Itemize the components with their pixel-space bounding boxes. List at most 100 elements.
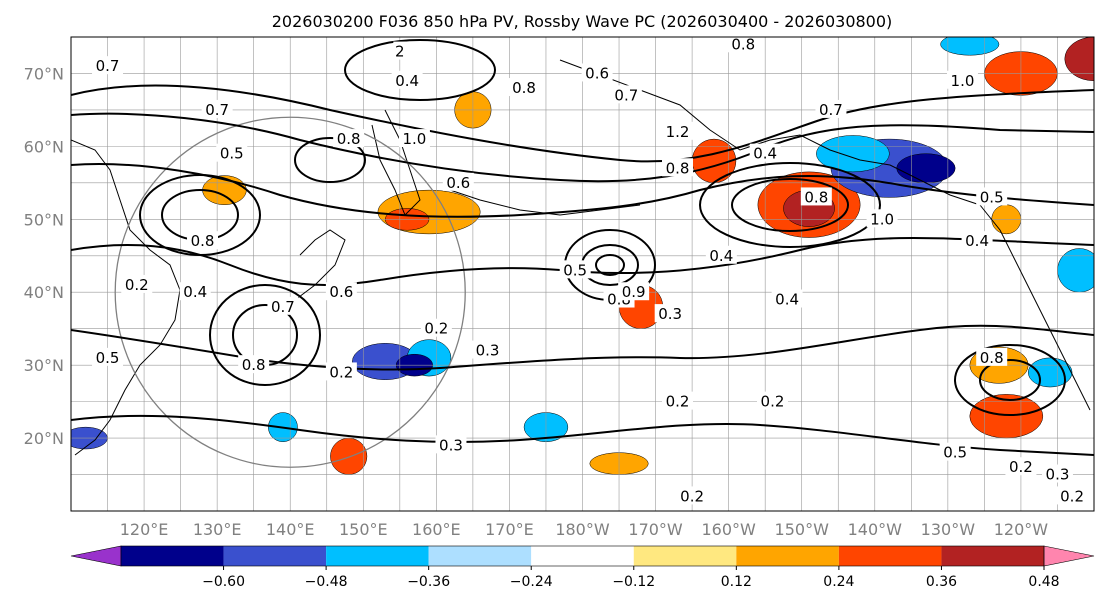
map-area: 0.7 2 0.4 0.8 0.6 0.8 0.7 1.0 0.7 0.7 1.2 0.8 1.0 0.5… <box>71 37 1094 511</box>
contour-label-bg <box>420 318 452 337</box>
contour-label: 0.7 <box>614 86 638 104</box>
colorbar-segment <box>326 546 429 566</box>
colorbar-segment <box>428 546 532 566</box>
contour-label: 1.0 <box>951 72 975 90</box>
contour-label: 0.4 <box>709 247 733 265</box>
colorbar-tick-label: −0.24 <box>510 574 553 590</box>
lon-tick-label: 120°W <box>994 520 1049 539</box>
contour-label-bg <box>676 486 708 505</box>
contour-label: 1.0 <box>403 130 427 148</box>
contour-label: 0.4 <box>753 145 777 163</box>
contour-label-bg <box>939 442 971 461</box>
contour-label-bg <box>187 231 219 250</box>
contour-label-bg <box>325 362 357 381</box>
contour-label-bg <box>179 282 211 301</box>
contour-label: 0.2 <box>329 363 353 381</box>
contour-label-bg <box>435 435 467 454</box>
contour-label: 0.2 <box>666 393 690 411</box>
contour-label-bg <box>976 187 1008 206</box>
pv-contour <box>979 359 1041 401</box>
contour-label: 0.5 <box>980 188 1004 206</box>
colorbar-tick-label: −0.48 <box>305 574 348 590</box>
contour-label: 0.8 <box>980 349 1004 367</box>
coastline-north-america <box>979 204 1091 411</box>
contour-label: 0.6 <box>585 64 609 82</box>
pv-contour <box>731 178 849 232</box>
lon-tick-label: 120°E <box>120 520 169 539</box>
contour-label-bg <box>559 260 591 279</box>
colorbar-tick-label: 0.48 <box>1028 574 1059 590</box>
contour-label-bg <box>800 187 832 206</box>
contour-label: 0.8 <box>512 79 536 97</box>
contour-label-bg <box>771 289 803 308</box>
contour-label: 0.4 <box>965 232 989 250</box>
contour-label-bg <box>201 99 233 118</box>
contour-label-bg <box>508 78 540 97</box>
pv-contour <box>71 84 1094 163</box>
pv-contour <box>344 39 496 101</box>
lat-tick-label: 40°N <box>24 283 64 302</box>
contour-label-bg <box>946 70 978 89</box>
contour-label-bg <box>393 41 407 60</box>
longitude-tick-labels: 120°E 130°E 140°E 150°E 160°E 170°E 180°W 170°W… <box>120 520 1049 539</box>
contour-label: 0.3 <box>439 436 463 454</box>
contour-label-bg <box>1005 457 1037 476</box>
lon-tick-label: 150°E <box>339 520 388 539</box>
contour-label: 0.4 <box>395 72 419 90</box>
lon-tick-label: 140°E <box>266 520 315 539</box>
lat-tick-label: 50°N <box>24 210 64 229</box>
contour-label-bg <box>398 129 430 148</box>
colorbar-frame <box>120 545 1045 567</box>
colorbar-segment <box>121 546 224 566</box>
contour-label: 2 <box>395 43 405 61</box>
pv-contour <box>209 284 321 386</box>
contour-label-bg <box>661 391 693 410</box>
contour-label-bg <box>92 56 124 75</box>
colorbar-extend-min <box>70 545 122 567</box>
pc-anomaly-patch-5 <box>816 135 890 173</box>
contour-label-bg <box>1056 486 1088 505</box>
contour-label: 1.0 <box>870 210 894 228</box>
contour-label: 0.5 <box>220 145 244 163</box>
colorbar-tick-label: −0.36 <box>407 574 450 590</box>
contour-label: 0.2 <box>1060 487 1084 505</box>
pv-contour <box>71 414 1094 456</box>
pv-contour <box>71 237 1094 286</box>
pc-anomaly-patch-4 <box>896 153 956 184</box>
contour-label: 0.4 <box>183 283 207 301</box>
contour-label-bg <box>976 347 1008 366</box>
contour-label-bg <box>121 274 153 293</box>
contour-label-bg <box>442 172 474 191</box>
contour-label: 0.5 <box>96 349 120 367</box>
contour-label-bg <box>610 85 642 104</box>
lat-tick-label: 30°N <box>24 356 64 375</box>
contour-label-bg <box>92 347 124 366</box>
contour-label: 0.3 <box>476 342 500 360</box>
pv-contour <box>71 163 1094 218</box>
pv-contour-labels: 0.7 2 0.4 0.8 0.6 0.8 0.7 1.0 0.7 0.7 1.2 0.8 1.0 0.5… <box>92 37 1088 505</box>
contour-label: 0.5 <box>563 261 587 279</box>
colorbar-tick-label: 0.12 <box>721 574 752 590</box>
pv-contour <box>699 162 881 248</box>
contour-label-bg <box>756 391 788 410</box>
contour-label-bg <box>654 304 686 323</box>
colorbar-segment <box>838 546 942 566</box>
contour-label-bg <box>618 282 650 301</box>
contour-label: 0.5 <box>943 444 967 462</box>
coastline-aleutians <box>449 189 641 216</box>
pv-contour <box>595 254 625 276</box>
contour-label: 0.6 <box>446 174 470 192</box>
latitude-tick-labels: 20°N 30°N 40°N 50°N 60°N 70°N <box>24 64 64 448</box>
lon-tick-label: 170°W <box>628 520 683 539</box>
contour-label: 0.8 <box>337 130 361 148</box>
contour-label: 0.3 <box>1046 466 1070 484</box>
colorbar-segment <box>531 546 634 566</box>
contour-label: 0.4 <box>775 291 799 309</box>
contour-label: 0.3 <box>658 305 682 323</box>
contour-label-bg <box>961 231 993 250</box>
contour-label-bg <box>749 143 781 162</box>
contour-label: 0.7 <box>96 57 120 75</box>
lon-tick-label: 150°W <box>775 520 830 539</box>
pv-contour <box>294 137 366 183</box>
